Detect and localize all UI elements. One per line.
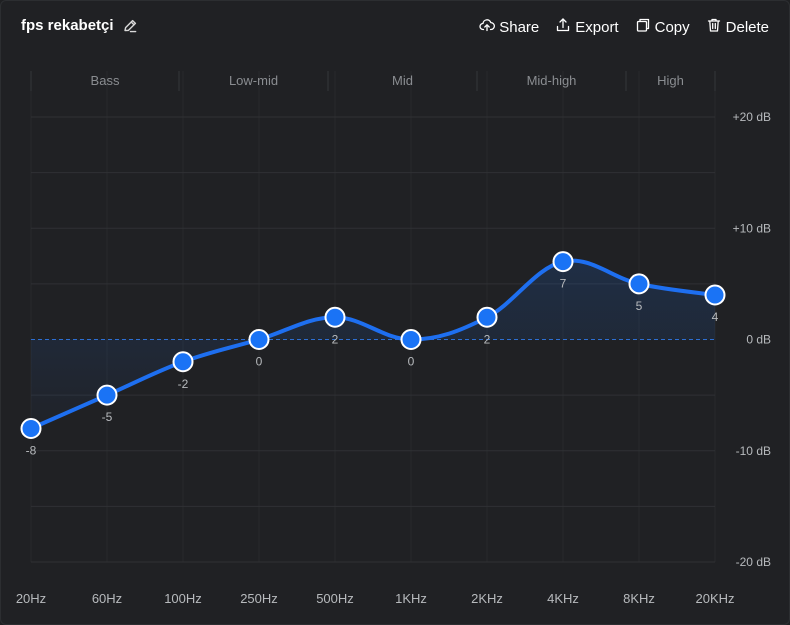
freq-label: 2KHz bbox=[471, 591, 503, 606]
share-label: Share bbox=[499, 18, 540, 36]
db-label: +10 dB bbox=[733, 221, 771, 235]
point-value-label: 5 bbox=[636, 299, 643, 313]
eq-point-handle[interactable] bbox=[552, 251, 574, 273]
export-button[interactable]: Export bbox=[555, 17, 619, 37]
eq-point-handle[interactable] bbox=[96, 384, 118, 406]
db-label: 0 dB bbox=[746, 333, 771, 347]
db-label: +20 dB bbox=[733, 110, 771, 124]
export-label: Export bbox=[575, 18, 619, 36]
curve-fill bbox=[31, 260, 715, 429]
band-label: Bass bbox=[91, 73, 120, 88]
cloud-upload-icon bbox=[479, 17, 496, 37]
export-icon bbox=[555, 17, 571, 37]
freq-label: 8KHz bbox=[623, 591, 655, 606]
eq-chart: Bass Low-mid Mid Mid-high High +20 dB +10 dB 0 … bbox=[16, 71, 771, 606]
freq-label: 500Hz bbox=[316, 591, 354, 606]
delete-button[interactable]: Delete bbox=[706, 17, 769, 37]
trash-icon bbox=[706, 17, 722, 37]
point-value-label: 0 bbox=[256, 355, 263, 369]
point-value-label: -2 bbox=[178, 377, 189, 391]
band-label: Mid-high bbox=[527, 73, 577, 88]
band-label: Mid bbox=[392, 73, 413, 88]
eq-point-handle[interactable] bbox=[400, 329, 422, 350]
eq-curve bbox=[29, 258, 717, 431]
eq-point-handle[interactable] bbox=[248, 329, 270, 350]
point-value-label: -5 bbox=[102, 410, 113, 424]
action-bar: Share Export bbox=[479, 17, 769, 37]
point-value-label: -8 bbox=[26, 444, 37, 458]
eq-point-handle[interactable] bbox=[20, 418, 42, 439]
db-label: -10 dB bbox=[736, 444, 771, 458]
eq-point-handle[interactable] bbox=[172, 351, 194, 373]
eq-point-handle[interactable] bbox=[324, 306, 346, 328]
point-value-label: 2 bbox=[332, 332, 339, 346]
freq-label: 4KHz bbox=[547, 591, 579, 606]
copy-icon bbox=[635, 17, 651, 37]
band-label: Low-mid bbox=[229, 73, 278, 88]
db-label: -20 dB bbox=[736, 555, 771, 569]
preset-title: fps rekabetçi bbox=[21, 17, 114, 34]
freq-label: 20Hz bbox=[16, 591, 46, 606]
eq-point-handle[interactable] bbox=[628, 273, 650, 295]
freq-label: 1KHz bbox=[395, 591, 427, 606]
freq-label: 100Hz bbox=[164, 591, 202, 606]
point-value-label: 4 bbox=[712, 310, 719, 324]
header: fps rekabetçi Share bbox=[21, 17, 769, 43]
copy-button[interactable]: Copy bbox=[635, 17, 690, 37]
share-button[interactable]: Share bbox=[479, 17, 539, 37]
band-label: High bbox=[657, 73, 684, 88]
freq-label: 250Hz bbox=[240, 591, 278, 606]
edit-pencil-icon[interactable] bbox=[122, 18, 138, 34]
point-value-label: 0 bbox=[408, 355, 415, 369]
eq-point-handle[interactable] bbox=[476, 306, 498, 328]
point-value-label: 7 bbox=[560, 277, 567, 291]
delete-label: Delete bbox=[725, 18, 769, 36]
eq-chart-area: Bass Low-mid Mid Mid-high High +20 dB +10 dB 0 … bbox=[1, 61, 790, 621]
freq-label: 60Hz bbox=[92, 591, 122, 606]
title-wrap: fps rekabetçi bbox=[21, 17, 138, 34]
freq-label: 20KHz bbox=[695, 591, 734, 606]
point-value-label: 2 bbox=[484, 332, 491, 346]
copy-label: Copy bbox=[654, 18, 690, 36]
eq-point-handle[interactable] bbox=[704, 284, 726, 306]
